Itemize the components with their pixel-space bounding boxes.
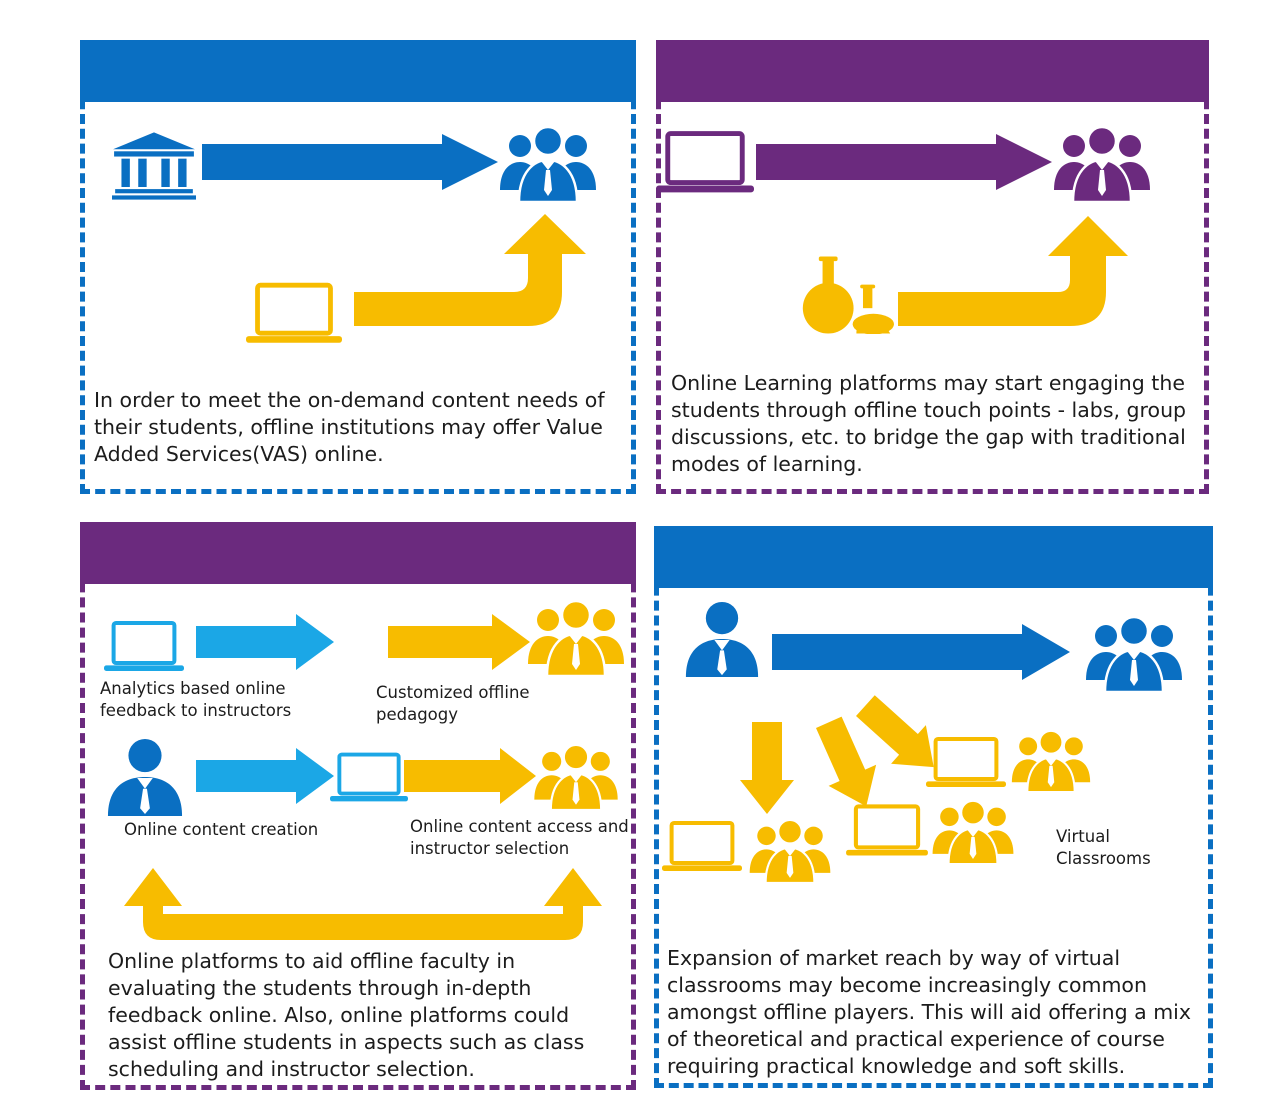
laptop-icon [662, 820, 742, 874]
arrow-right-blue [202, 134, 498, 190]
laptop-icon [330, 752, 408, 804]
panel-bottom-right [654, 526, 1213, 1088]
laptop-icon [926, 736, 1006, 790]
panel-top-right [656, 40, 1209, 494]
arrow-right-yellow [388, 614, 530, 670]
arrow-right-purple [756, 134, 1052, 190]
person-icon [106, 738, 184, 816]
description-top-left: In order to meet the on-demand content n… [94, 388, 605, 466]
laptop-icon [246, 282, 342, 346]
panel-header-bar [80, 522, 636, 584]
description-top-right: Online Learning platforms may start enga… [671, 371, 1187, 476]
institution-icon [112, 132, 196, 200]
panel-bottom-left [80, 522, 636, 1090]
label-content-creation: Online content creation [124, 820, 319, 839]
arrow-bend-up-yellow [898, 216, 1128, 326]
arrow-right-yellow [404, 748, 536, 804]
double-arrow-yellow [124, 868, 602, 940]
laptop-icon [104, 620, 184, 674]
label-virtual-classrooms: Virtual Classrooms [1056, 827, 1151, 868]
lab-flask-icon [800, 256, 894, 334]
group-icon [532, 744, 620, 810]
panel-header-bar [654, 526, 1213, 588]
panel-top-left [80, 40, 636, 494]
group-icon [930, 800, 1016, 864]
description-bottom-right: Expansion of market reach by way of virt… [667, 946, 1192, 1078]
group-icon [748, 818, 832, 884]
description-bottom-left: Online platforms to aid offline faculty … [108, 949, 585, 1081]
group-icon [1084, 616, 1184, 692]
label-content-access: Online content access and instructor sel… [410, 817, 629, 858]
group-icon [1052, 126, 1152, 202]
group-icon [1010, 730, 1092, 792]
label-customized-pedagogy: Customized offline pedagogy [376, 683, 530, 724]
group-icon [498, 126, 598, 202]
laptop-icon [656, 130, 754, 196]
person-icon [684, 600, 760, 678]
panel-header-bar [80, 40, 636, 102]
arrow-bend-up-yellow [354, 214, 586, 326]
label-analytics-feedback: Analytics based online feedback to instr… [100, 679, 292, 720]
arrow-right-light-blue [196, 748, 334, 804]
panel-header-bar [656, 40, 1209, 102]
laptop-icon [846, 804, 928, 858]
arrow-right-blue [772, 624, 1070, 680]
arrow-right-light-blue [196, 614, 334, 670]
group-icon [526, 600, 626, 676]
arrows-down-yellow [740, 695, 934, 814]
